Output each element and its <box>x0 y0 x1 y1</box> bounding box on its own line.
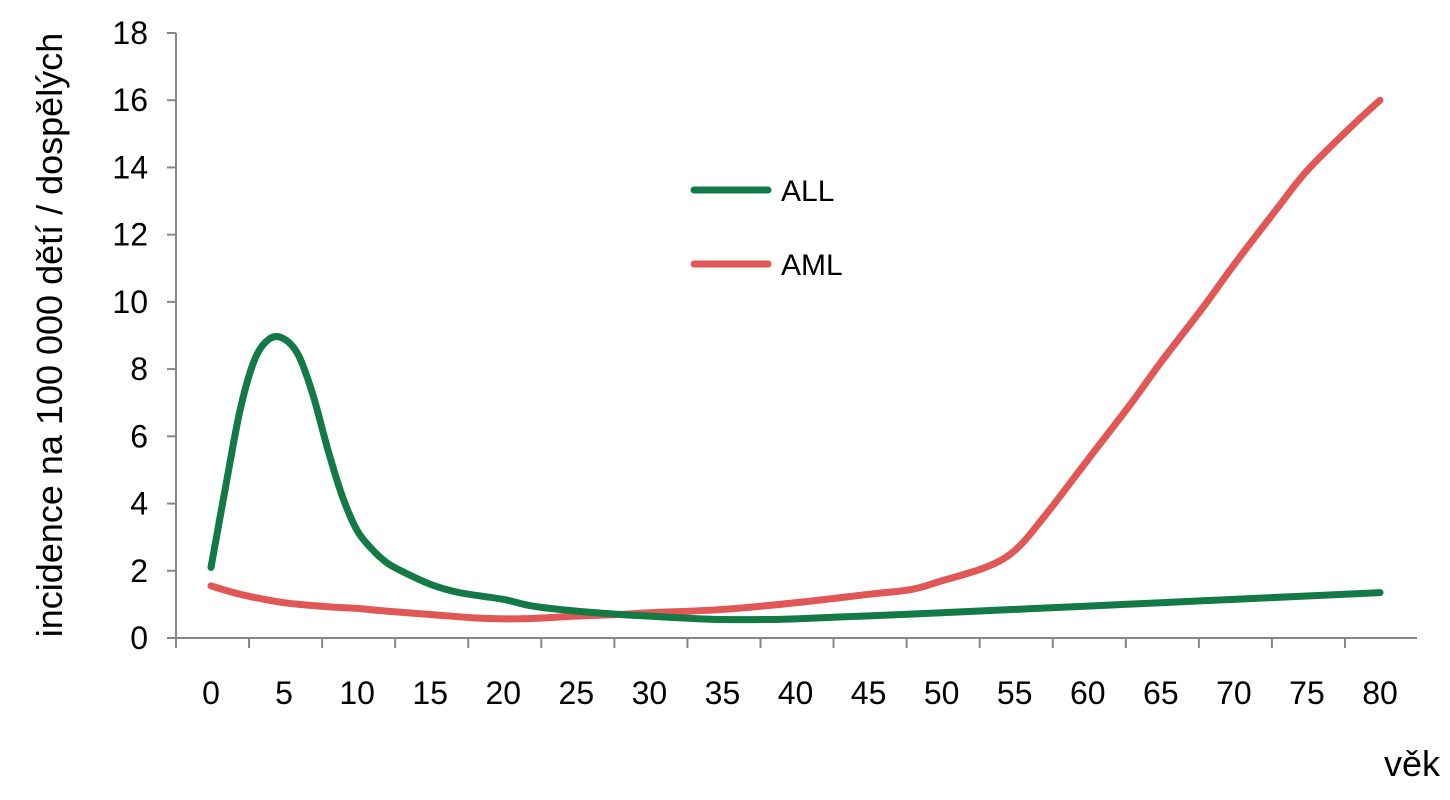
series-line-aml <box>207 96 1384 623</box>
x-tick-label: 50 <box>924 675 960 711</box>
y-tick-label: 4 <box>130 486 148 522</box>
x-tick-label: 5 <box>275 675 293 711</box>
series-line-all <box>207 333 1384 624</box>
y-tick-label: 14 <box>112 149 148 185</box>
x-tick-label: 70 <box>1216 675 1252 711</box>
legend-label-aml: AML <box>781 249 843 282</box>
x-tick-label: 75 <box>1289 675 1325 711</box>
x-tick-label: 45 <box>851 675 887 711</box>
x-tick-label: 65 <box>1143 675 1179 711</box>
x-tick-label: 20 <box>485 675 521 711</box>
x-tick-label: 40 <box>778 675 814 711</box>
series-lines <box>207 96 1384 624</box>
x-tick-label: 80 <box>1362 675 1398 711</box>
y-tick-label: 12 <box>112 217 148 253</box>
y-tick-label: 0 <box>130 620 148 656</box>
x-tick-label: 25 <box>559 675 595 711</box>
legend-label-all: ALL <box>781 175 834 208</box>
y-tick-label: 18 <box>112 15 148 51</box>
y-axis-title: incidence na 100 000 dětí / dospělých <box>29 33 70 637</box>
y-tick-label: 10 <box>112 284 148 320</box>
x-tick-label: 60 <box>1070 675 1106 711</box>
x-tick-label: 30 <box>632 675 668 711</box>
x-axis-title: věk <box>1384 743 1441 784</box>
x-tick-label: 10 <box>339 675 375 711</box>
y-tick-label: 8 <box>130 351 148 387</box>
y-tick-label: 16 <box>112 82 148 118</box>
y-axis: 0 2 4 6 8 10 12 14 16 18 <box>112 15 177 656</box>
y-tick-label: 2 <box>130 553 148 589</box>
x-tick-label: 35 <box>705 675 741 711</box>
x-axis: 0 5 10 15 20 25 30 35 40 45 50 55 60 65 70 75 80 <box>175 637 1417 711</box>
x-tick-label: 15 <box>412 675 448 711</box>
x-tick-label: 55 <box>997 675 1033 711</box>
y-tick-label: 6 <box>130 418 148 454</box>
legend: ALL AML <box>690 175 843 282</box>
x-tick-label: 0 <box>202 675 220 711</box>
